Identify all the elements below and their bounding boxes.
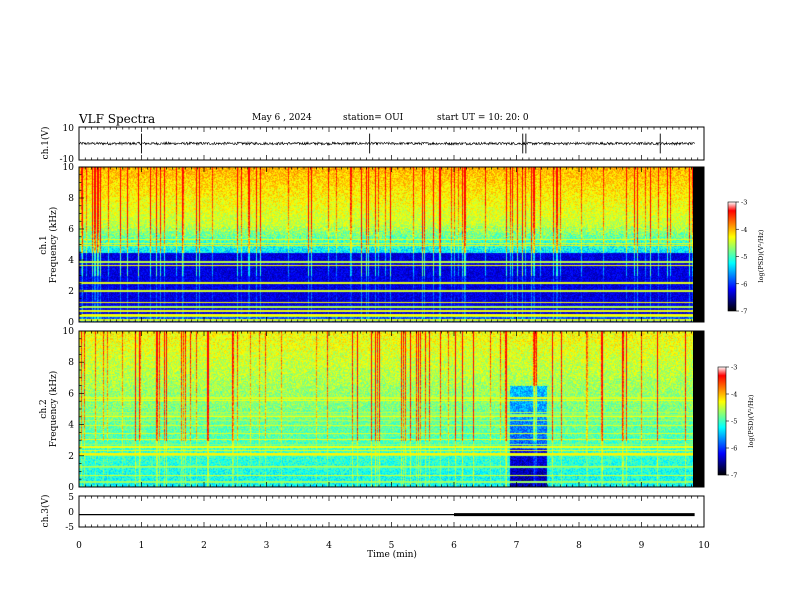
ch2-spectrogram-image: [79, 331, 693, 487]
ch3-ytick-neg5: -5: [65, 523, 74, 533]
ch3-ylabel: ch.3(V): [40, 495, 51, 528]
colorbar-ch1-gradient: [727, 201, 737, 312]
x-tick-label: 6: [451, 541, 457, 551]
ch1-spectrogram-ticks: [78, 166, 705, 323]
ch1-ytick-bottom: -10: [60, 155, 75, 165]
ch3-ytick-0: 0: [68, 508, 74, 518]
x-tick-labels: 0 1 2 3 4 5 6 7 8 9 10: [76, 541, 710, 551]
ch1-spectrogram-ytick-labels: 0 2 4 6 8 10: [63, 163, 75, 328]
header-start-time: start UT = 10: 20: 0: [437, 113, 529, 123]
x-tick-label: 10: [698, 541, 710, 551]
colorbar-ch2-gradient: [717, 366, 727, 476]
x-tick-label: 7: [514, 541, 520, 551]
y-tick-label: 6: [68, 225, 74, 235]
panel-ch2-spectrogram: 0 2 4 6 8 10 ch.2 Frequency (kHz): [39, 327, 705, 493]
x-tick-label: 4: [326, 541, 332, 551]
panel-ch1-spectrogram: 0 2 4 6 8 10 ch.1 Frequency (kHz): [39, 163, 705, 328]
colorbar-tick-label: -5: [731, 418, 737, 426]
x-tick-label: 3: [264, 541, 270, 551]
colorbar-ch1-label: log(PSD)(V²/Hz): [757, 229, 765, 282]
y-tick-label: 10: [63, 327, 75, 337]
ch2-spectrogram-ticks: [78, 330, 705, 488]
x-tick-label: 5: [389, 541, 395, 551]
y-tick-label: 10: [63, 163, 75, 173]
header-station: station= OUI: [343, 113, 404, 123]
colorbar-tick-label: -4: [731, 391, 737, 399]
x-tick-label: 0: [76, 541, 82, 551]
ch1-spec-ylabel-frequency: Frequency (kHz): [48, 207, 59, 284]
ch2-spec-ylabel-frequency: Frequency (kHz): [48, 371, 59, 448]
panel-ch3-signal: 5 0 -5 ch.3(V): [40, 493, 705, 533]
y-tick-label: 0: [68, 483, 74, 493]
ch1-waveform-line: [78, 141, 695, 146]
ch1-waveform-ticks: [78, 127, 705, 160]
ch1-spectrogram-image: [79, 167, 693, 322]
colorbar-ch2-ticks: -3 -4 -5 -6 -7: [726, 364, 737, 480]
colorbar-tick-label: -4: [741, 226, 747, 234]
header-date: May 6 , 2024: [252, 113, 312, 123]
x-tick-label: 9: [639, 541, 645, 551]
chart-title: VLF Spectra: [79, 112, 156, 126]
x-tick-label: 8: [576, 541, 582, 551]
ch3-ytick-5: 5: [68, 493, 74, 503]
y-tick-label: 4: [68, 421, 74, 431]
colorbar-tick-label: -3: [731, 364, 737, 372]
ch2-spectrogram-ytick-labels: 0 2 4 6 8 10: [63, 327, 75, 493]
ch1-spec-ylabel-channel: ch.1: [39, 235, 49, 254]
colorbar-tick-label: -6: [741, 280, 747, 288]
ch2-spec-ylabel-channel: ch.2: [39, 399, 49, 418]
colorbar-tick-label: -7: [741, 308, 747, 316]
colorbar-ch2-label: log(PSD)(V²/Hz): [747, 394, 755, 447]
y-tick-label: 4: [68, 256, 74, 266]
ch3-frame: [78, 495, 705, 528]
colorbar-tick-label: -5: [741, 253, 747, 261]
colorbar-tick-label: -6: [731, 445, 737, 453]
ch1-ylabel: ch.1(V): [40, 127, 51, 160]
colorbar-ch1-ticks: -3 -4 -5 -6 -7: [736, 199, 747, 316]
x-tick-label: 2: [201, 541, 207, 551]
y-tick-label: 6: [68, 389, 74, 399]
y-tick-label: 8: [68, 194, 74, 204]
y-tick-label: 8: [68, 358, 74, 368]
x-axis-label: Time (min): [367, 549, 417, 560]
colorbar-ch1: -3 -4 -5 -6 -7 log(PSD)(V²/Hz): [727, 199, 765, 316]
ch1-ytick-top: 10: [63, 124, 75, 134]
colorbar-tick-label: -3: [741, 199, 747, 207]
y-tick-label: 2: [68, 287, 74, 297]
colorbar-tick-label: -7: [731, 472, 737, 480]
y-tick-label: 0: [68, 318, 74, 328]
ch3-ticks: [78, 496, 705, 527]
panel-ch1-waveform: 10 -10 ch.1(V): [40, 124, 705, 165]
colorbar-ch2: -3 -4 -5 -6 -7 log(PSD)(V²/Hz): [717, 364, 755, 480]
x-tick-label: 1: [139, 541, 145, 551]
ch1-waveform-trace: [78, 133, 695, 154]
y-tick-label: 2: [68, 452, 74, 462]
